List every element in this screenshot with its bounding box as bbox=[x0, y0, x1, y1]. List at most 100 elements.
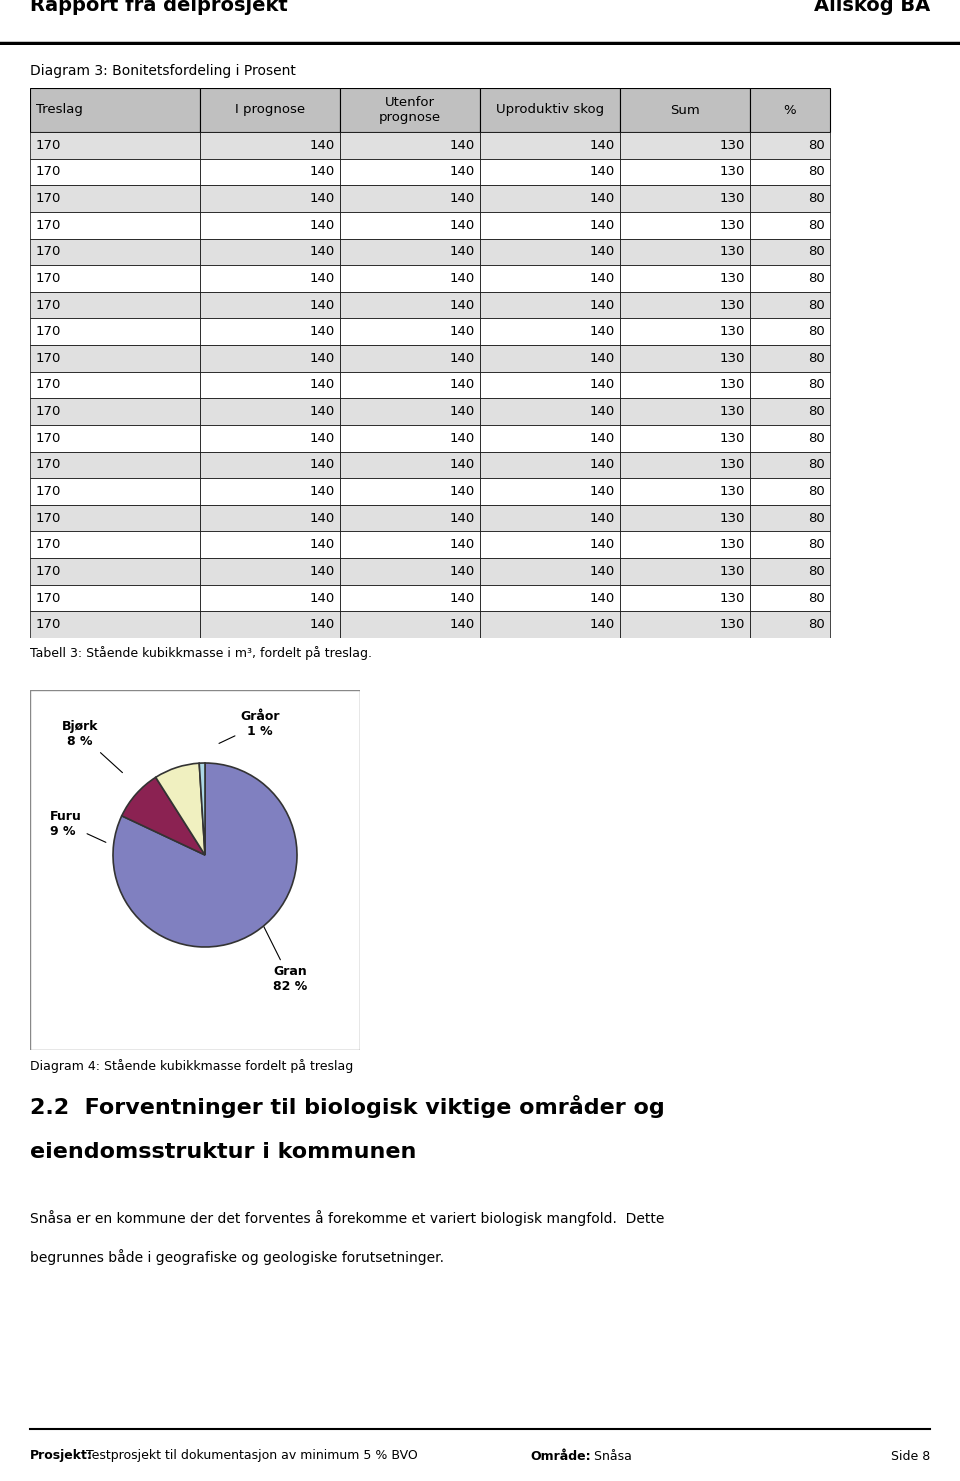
Text: 170: 170 bbox=[36, 352, 61, 364]
Text: 140: 140 bbox=[589, 511, 615, 524]
Bar bbox=[620, 132, 750, 158]
Text: 80: 80 bbox=[808, 511, 825, 524]
Bar bbox=[480, 238, 620, 265]
Text: 140: 140 bbox=[589, 618, 615, 631]
Text: 80: 80 bbox=[808, 379, 825, 391]
Bar bbox=[480, 212, 620, 238]
Text: 170: 170 bbox=[36, 459, 61, 471]
Text: 170: 170 bbox=[36, 326, 61, 338]
Text: I prognose: I prognose bbox=[235, 104, 305, 117]
Bar bbox=[480, 372, 620, 398]
Bar bbox=[30, 398, 200, 425]
Bar bbox=[340, 87, 480, 132]
Bar bbox=[620, 585, 750, 612]
Text: 140: 140 bbox=[449, 273, 475, 284]
Bar bbox=[480, 185, 620, 212]
Text: 140: 140 bbox=[589, 484, 615, 498]
Bar bbox=[340, 292, 480, 318]
Bar bbox=[620, 185, 750, 212]
Bar bbox=[30, 505, 200, 532]
Bar bbox=[200, 185, 340, 212]
Text: 170: 170 bbox=[36, 406, 61, 418]
Bar bbox=[200, 372, 340, 398]
Bar bbox=[620, 372, 750, 398]
Text: 140: 140 bbox=[589, 352, 615, 364]
Text: eiendomsstruktur i kommunen: eiendomsstruktur i kommunen bbox=[30, 1142, 417, 1161]
Text: 130: 130 bbox=[720, 139, 745, 153]
Text: 140: 140 bbox=[449, 246, 475, 258]
Bar bbox=[750, 505, 830, 532]
Bar bbox=[30, 158, 200, 185]
Bar bbox=[30, 478, 200, 505]
Text: 80: 80 bbox=[808, 591, 825, 604]
Text: 140: 140 bbox=[589, 299, 615, 311]
Text: 130: 130 bbox=[720, 618, 745, 631]
Bar bbox=[480, 158, 620, 185]
Bar bbox=[750, 132, 830, 158]
Bar bbox=[750, 212, 830, 238]
Text: Bjørk
8 %: Bjørk 8 % bbox=[61, 720, 123, 773]
Bar bbox=[620, 292, 750, 318]
Bar bbox=[750, 87, 830, 132]
Text: Område:: Område: bbox=[530, 1450, 590, 1463]
Bar bbox=[620, 505, 750, 532]
Text: Snåsa er en kommune der det forventes å forekomme et variert biologisk mangfold.: Snåsa er en kommune der det forventes å … bbox=[30, 1210, 664, 1226]
Bar bbox=[30, 87, 200, 132]
Bar bbox=[200, 345, 340, 372]
Text: 140: 140 bbox=[589, 591, 615, 604]
Bar bbox=[30, 585, 200, 612]
Text: Allskog BA: Allskog BA bbox=[814, 0, 930, 15]
Text: 80: 80 bbox=[808, 618, 825, 631]
Bar bbox=[340, 345, 480, 372]
Text: 130: 130 bbox=[720, 432, 745, 444]
Bar bbox=[30, 265, 200, 292]
Bar bbox=[30, 185, 200, 212]
Text: 140: 140 bbox=[449, 352, 475, 364]
Text: 130: 130 bbox=[720, 484, 745, 498]
Bar bbox=[750, 425, 830, 452]
Bar bbox=[340, 185, 480, 212]
Wedge shape bbox=[122, 778, 205, 855]
Text: 80: 80 bbox=[808, 484, 825, 498]
Text: 140: 140 bbox=[449, 326, 475, 338]
Text: 170: 170 bbox=[36, 166, 61, 178]
Bar bbox=[200, 132, 340, 158]
Text: 170: 170 bbox=[36, 591, 61, 604]
Text: 170: 170 bbox=[36, 618, 61, 631]
Wedge shape bbox=[113, 763, 297, 946]
Text: 140: 140 bbox=[449, 139, 475, 153]
Bar bbox=[340, 265, 480, 292]
Text: 140: 140 bbox=[589, 166, 615, 178]
Bar bbox=[480, 265, 620, 292]
Bar bbox=[620, 345, 750, 372]
Wedge shape bbox=[200, 763, 205, 855]
Bar bbox=[200, 238, 340, 265]
Text: Side 8: Side 8 bbox=[891, 1450, 930, 1463]
Bar bbox=[30, 292, 200, 318]
Bar bbox=[200, 398, 340, 425]
Text: 140: 140 bbox=[589, 459, 615, 471]
Text: 140: 140 bbox=[449, 591, 475, 604]
Bar bbox=[200, 532, 340, 558]
Bar bbox=[30, 452, 200, 478]
Text: Furu
9 %: Furu 9 % bbox=[50, 810, 106, 843]
Bar bbox=[620, 398, 750, 425]
Bar bbox=[750, 532, 830, 558]
Text: %: % bbox=[783, 104, 796, 117]
Bar bbox=[750, 292, 830, 318]
Bar bbox=[480, 585, 620, 612]
Text: Testprosjekt til dokumentasjon av minimum 5 % BVO: Testprosjekt til dokumentasjon av minimu… bbox=[82, 1450, 418, 1463]
Text: 140: 140 bbox=[589, 139, 615, 153]
Bar bbox=[750, 185, 830, 212]
Bar bbox=[200, 558, 340, 585]
Bar bbox=[340, 425, 480, 452]
Bar bbox=[750, 558, 830, 585]
Text: 130: 130 bbox=[720, 591, 745, 604]
Text: 140: 140 bbox=[449, 166, 475, 178]
Text: 140: 140 bbox=[449, 379, 475, 391]
Bar bbox=[30, 532, 200, 558]
Text: 140: 140 bbox=[449, 538, 475, 551]
Text: 140: 140 bbox=[589, 379, 615, 391]
Bar bbox=[750, 452, 830, 478]
Text: 140: 140 bbox=[449, 484, 475, 498]
